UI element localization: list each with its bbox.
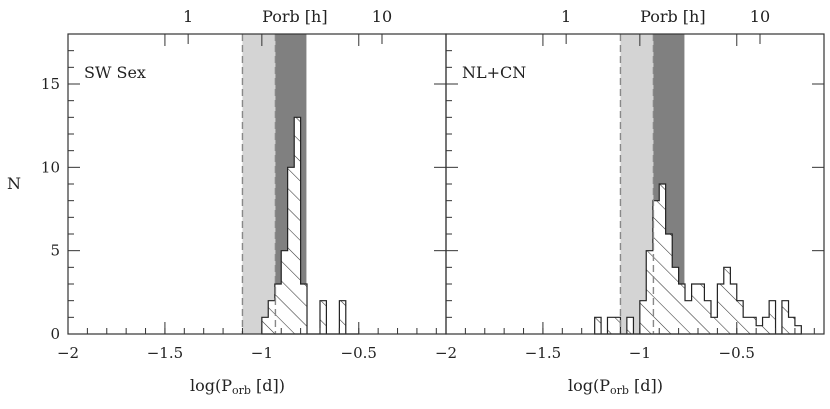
axis-ticks: [445, 34, 824, 335]
x-tick-label: −1: [251, 344, 273, 362]
top-axis-tick-label: 1: [561, 7, 571, 26]
x-axis-label-tail: [d]): [629, 376, 663, 395]
x-axis-label-main: log(P: [568, 376, 610, 395]
top-axis-label: Porb [h]: [262, 7, 328, 26]
x-axis-label-subscript: orb: [232, 384, 251, 397]
x-tick-label: −1.5: [147, 344, 183, 362]
period-cut-lines: [241, 34, 277, 334]
x-axis-label-tail: [d]): [251, 376, 285, 395]
x-tick-label: −0.5: [719, 344, 755, 362]
x-tick-label: −0.5: [341, 344, 377, 362]
top-axis-tick-label: 10: [372, 7, 392, 26]
histogram-bars: [594, 183, 802, 335]
y-tick-label: 15: [41, 75, 60, 93]
axis-ticks: [67, 34, 446, 335]
x-axis-label: log(Porb [d]): [568, 376, 663, 397]
panel-nl-cn: −2 −1.5 −1 −0.5 1 10 NL+CN Porb [h] log(Porb …: [435, 7, 825, 397]
y-tick-label: 0: [50, 325, 60, 343]
x-tick-label: −2: [57, 344, 79, 362]
top-axis-tick-label: 10: [750, 7, 770, 26]
tick-labels: −2 −1.5 −1 −0.5 0 5 10 15 1 10: [41, 7, 392, 362]
panel-label: NL+CN: [462, 63, 526, 82]
histogram-outline: [594, 183, 802, 335]
x-tick-label: −1.5: [525, 344, 561, 362]
x-tick-label: −2: [435, 344, 457, 362]
top-axis-label: Porb [h]: [640, 7, 706, 26]
y-tick-label: 10: [41, 158, 60, 176]
x-tick-label: −1: [629, 344, 651, 362]
x-axis-label-subscript: orb: [610, 384, 629, 397]
top-axis-tick-label: 1: [183, 7, 193, 26]
period-cut-lines: [619, 34, 655, 334]
panel-sw-sex: −2 −1.5 −1 −0.5 0 5 10 15 1 10 SW Sex Porb [h] lo…: [7, 7, 447, 397]
x-axis-label-main: log(P: [190, 376, 232, 395]
shaded-region-0: [242, 34, 276, 334]
y-axis-label: N: [7, 174, 21, 193]
tick-labels: −2 −1.5 −1 −0.5 1 10: [435, 7, 770, 362]
x-axis-label: log(Porb [d]): [190, 376, 285, 397]
y-tick-label: 5: [50, 242, 60, 260]
panel-label: SW Sex: [84, 63, 146, 82]
